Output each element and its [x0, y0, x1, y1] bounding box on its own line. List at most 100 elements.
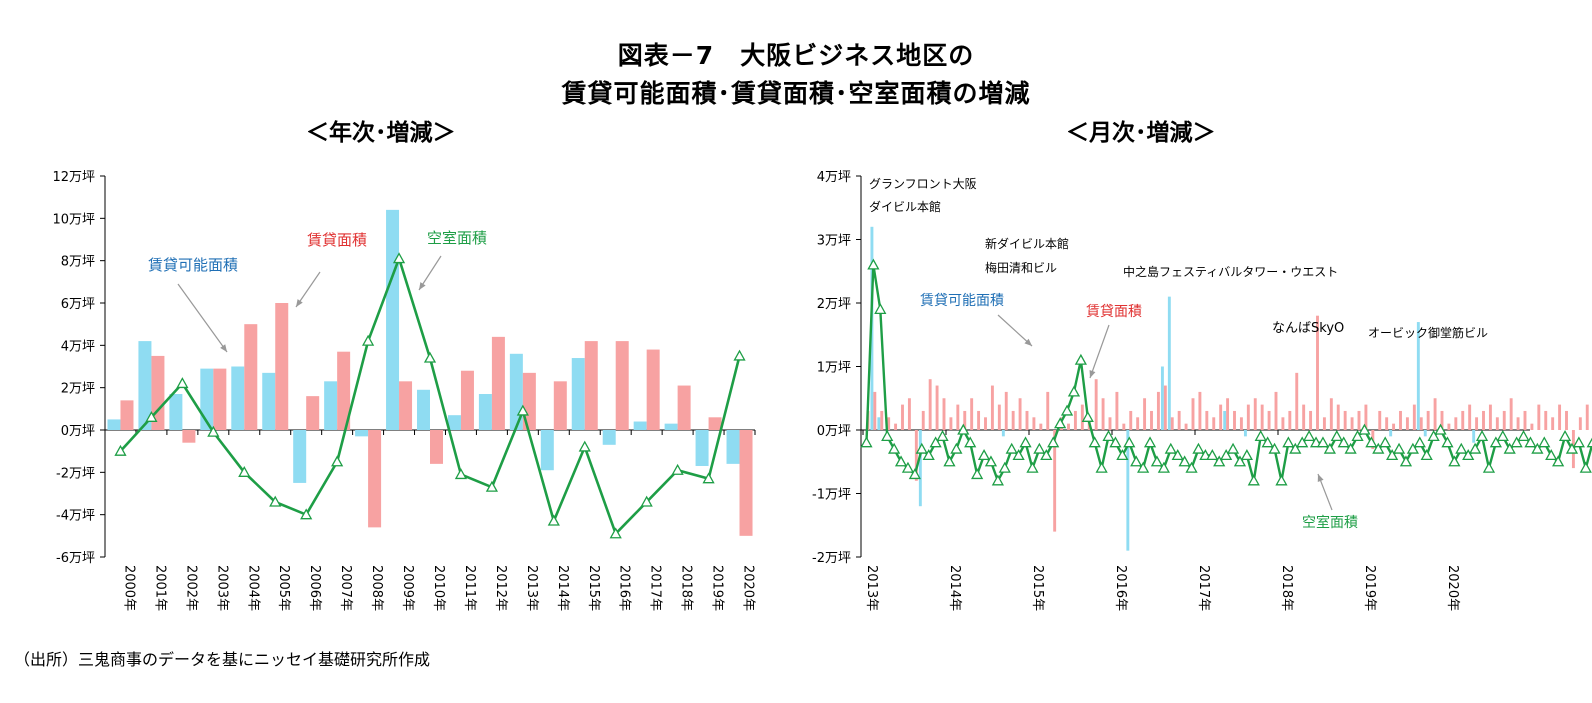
monthly-leased-bar [1239, 417, 1243, 430]
monthly-vacancy-marker [1067, 385, 1081, 397]
annual-rentable-bar [262, 372, 276, 430]
monthly-vacancy-marker [1040, 449, 1053, 461]
monthly-leased-bar [1170, 417, 1174, 430]
monthly-leased-bar [1143, 398, 1147, 430]
monthly-leased-bar [1378, 410, 1382, 430]
monthly-vacancy-marker [1337, 436, 1350, 448]
monthly-vacancy-marker [1323, 442, 1336, 454]
monthly-leased-bar [1447, 423, 1451, 430]
annual-leased-bar [120, 400, 134, 430]
monthly-y-tick-label: 1万坪 [817, 361, 851, 376]
monthly-vacancy-marker [1296, 436, 1309, 448]
monthly-leased-bar [1163, 385, 1167, 430]
monthly-arrow-rentable-head [1024, 338, 1032, 346]
annual-y-tick-label: -6万坪 [56, 551, 95, 566]
monthly-leased-bar [935, 385, 939, 430]
annual-arrow-rentable [177, 283, 228, 353]
monthly-leased-bar [914, 430, 918, 481]
monthly-vacancy-marker [1192, 442, 1205, 454]
monthly-vacancy-marker [1178, 455, 1191, 467]
monthly-leased-bar [1454, 417, 1458, 430]
monthly-leased-bar [1433, 398, 1437, 430]
monthly-leased-bar [970, 398, 974, 430]
monthly-y-tick-label: 2万坪 [817, 297, 851, 312]
annual-leased-bar [275, 303, 289, 430]
annual-x-tick-label: 2009年 [400, 565, 415, 611]
annual-x-tick-label: 2001年 [152, 565, 167, 611]
monthly-leased-bar [1212, 417, 1216, 430]
annual-rentable-bar [355, 430, 369, 437]
annual-arrow-vacancy-head [419, 282, 426, 290]
monthly-vacancy-marker [1330, 430, 1343, 442]
annual-leased-bar [615, 341, 629, 430]
annual-rentable-bar [726, 430, 740, 464]
monthly-leased-bar [901, 404, 904, 430]
annual-vacancy-marker [114, 444, 127, 456]
annual-vacancy-marker [578, 440, 591, 452]
monthly-vacancy-marker [1130, 455, 1143, 467]
monthly-leased-bar [1495, 417, 1499, 430]
annual-rentable-bar [571, 358, 585, 430]
annual-vacancy-marker [547, 514, 560, 526]
annual-rentable-bar [633, 421, 647, 430]
monthly-x-tick-label: 2016年 [1113, 565, 1128, 611]
annual-vacancy-marker [238, 465, 251, 477]
annual-x-tick-label: 2014年 [555, 565, 570, 611]
annual-x-tick-label: 2015年 [586, 565, 601, 611]
monthly-leased-bar [1233, 410, 1236, 430]
monthly-vacancy-marker [971, 468, 984, 480]
monthly-leased-bar [1516, 417, 1520, 430]
annual-leased-bar [491, 336, 505, 430]
monthly-x-tick-label: 2019年 [1362, 565, 1377, 611]
monthly-leased-bar [1343, 410, 1347, 430]
monthly-vacancy-marker [894, 455, 908, 467]
monthly-leased-bar [1219, 404, 1223, 430]
monthly-vacancy-marker [1372, 442, 1385, 454]
monthly-leased-bar [1108, 417, 1112, 430]
monthly-arrow-leased-head [1089, 370, 1096, 378]
monthly-vacancy-marker [1303, 430, 1316, 442]
annual-y-tick-label: 6万坪 [61, 297, 95, 312]
annual-leased-bar [337, 351, 351, 430]
monthly-leased-bar [873, 391, 877, 430]
monthly-vacancy-marker [1524, 436, 1537, 448]
annual-vacancy-marker [671, 463, 684, 475]
monthly-vacancy-marker [998, 461, 1011, 473]
monthly-vacancy-marker [1275, 474, 1288, 486]
annual-rentable-bar [138, 341, 152, 430]
annual-x-tick-label: 2006年 [307, 565, 322, 611]
annual-vacancy-marker [269, 495, 282, 507]
monthly-vacancy-marker [1213, 455, 1226, 467]
monthly-vacancy-marker [1358, 423, 1371, 435]
monthly-rentable-bar [1472, 430, 1476, 443]
monthly-vacancy-marker [984, 455, 998, 467]
monthly-leased-bar [1578, 417, 1582, 430]
monthly-leased-bar [907, 398, 911, 430]
annual-label-leased: 賃貸面積 [307, 231, 367, 249]
monthly-vacancy-marker [1268, 442, 1281, 454]
annual-leased-bar [646, 349, 660, 430]
monthly-leased-bar [1316, 315, 1319, 430]
annual-y-tick-label: 10万坪 [52, 212, 95, 227]
monthly-vacancy-marker [1469, 442, 1482, 454]
annual-x-tick-label: 2005年 [276, 565, 291, 611]
annual-x-tick-label: 2010年 [431, 565, 446, 611]
monthly-vacancy-marker [1365, 436, 1378, 448]
monthly-x-tick-label: 2015年 [1030, 565, 1045, 611]
monthly-vacancy-marker [874, 303, 887, 315]
monthly-leased-bar [1544, 410, 1548, 430]
monthly-vacancy-marker [1033, 442, 1046, 454]
annual-rentable-bar [447, 415, 461, 430]
monthly-leased-bar [1115, 391, 1119, 430]
monthly-vacancy-marker [1150, 455, 1164, 467]
monthly-vacancy-marker [1220, 449, 1233, 461]
monthly-vacancy-marker [1489, 436, 1502, 448]
monthly-leased-bar [1267, 410, 1271, 430]
monthly-vacancy-marker [1171, 449, 1184, 461]
monthly-vacancy-marker [1579, 461, 1592, 473]
monthly-y-tick-label: 3万坪 [817, 234, 851, 249]
annual-leased-bar [399, 381, 413, 430]
monthly-leased-bar [990, 385, 994, 430]
monthly-vacancy-marker [867, 258, 880, 270]
monthly-leased-bar [1073, 410, 1077, 430]
